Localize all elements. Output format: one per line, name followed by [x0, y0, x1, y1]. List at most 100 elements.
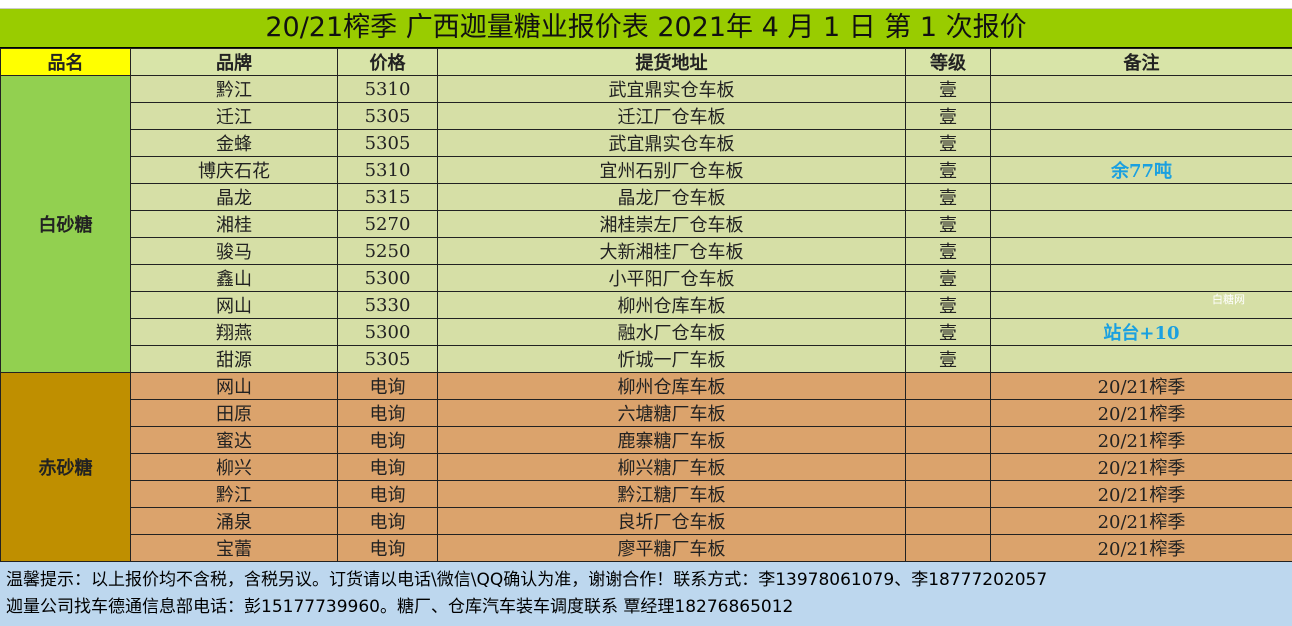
table-row: 蜜达电询鹿寨糖厂车板 20/21榨季	[1, 427, 1292, 454]
note-cell: 20/21榨季	[991, 535, 1292, 562]
grade-cell	[906, 454, 991, 481]
price-cell: 5250	[338, 238, 438, 265]
brand-cell: 柳兴	[131, 454, 338, 481]
brand-cell: 宝蕾	[131, 535, 338, 562]
location-cell: 忻城一厂车板	[438, 346, 906, 373]
header-cell: 品名	[1, 49, 131, 76]
grade-cell	[906, 373, 991, 400]
location-cell: 晶龙厂仓车板	[438, 184, 906, 211]
brand-cell: 迁江	[131, 103, 338, 130]
price-cell: 5315	[338, 184, 438, 211]
grade-cell: 壹	[906, 319, 991, 346]
grade-cell	[906, 508, 991, 535]
location-cell: 湘桂崇左厂仓车板	[438, 211, 906, 238]
brand-cell: 涌泉	[131, 508, 338, 535]
note-cell	[991, 103, 1292, 130]
price-cell: 5305	[338, 130, 438, 157]
note-cell: 20/21榨季	[991, 427, 1292, 454]
location-cell: 良圻厂仓车板	[438, 508, 906, 535]
grade-cell	[906, 481, 991, 508]
location-cell: 柳兴糖厂车板	[438, 454, 906, 481]
note-cell	[991, 130, 1292, 157]
note-cell	[991, 265, 1292, 292]
grade-cell: 壹	[906, 265, 991, 292]
price-cell: 电询	[338, 427, 438, 454]
brand-cell: 博庆石花	[131, 157, 338, 184]
footer-notice: 温馨提示：以上报价均不含税，含税另议。订货请以电话\微信\QQ确认为准，谢谢合作…	[0, 562, 1292, 626]
location-cell: 武宜鼎实仓车板	[438, 130, 906, 157]
location-cell: 武宜鼎实仓车板	[438, 76, 906, 103]
brand-cell: 蜜达	[131, 427, 338, 454]
price-cell: 5305	[338, 103, 438, 130]
note-cell: 20/21榨季	[991, 454, 1292, 481]
price-cell: 电询	[338, 400, 438, 427]
price-cell: 5305	[338, 346, 438, 373]
note-cell: 20/21榨季	[991, 481, 1292, 508]
category-cell: 赤砂糖	[1, 373, 131, 562]
location-cell: 六塘糖厂车板	[438, 400, 906, 427]
footer-line: 温馨提示：以上报价均不含税，含税另议。订货请以电话\微信\QQ确认为准，谢谢合作…	[6, 567, 1292, 594]
grade-cell	[906, 427, 991, 454]
note-cell: 余77吨	[991, 157, 1292, 184]
brand-cell: 黔江	[131, 481, 338, 508]
grade-cell: 壹	[906, 346, 991, 373]
note-cell	[991, 184, 1292, 211]
note-cell	[991, 238, 1292, 265]
brand-cell: 甜源	[131, 346, 338, 373]
location-cell: 鹿寨糖厂车板	[438, 427, 906, 454]
brand-cell: 网山	[131, 373, 338, 400]
price-cell: 电询	[338, 508, 438, 535]
location-cell: 迁江厂仓车板	[438, 103, 906, 130]
price-cell: 5300	[338, 265, 438, 292]
location-cell: 大新湘桂厂仓车板	[438, 238, 906, 265]
note-cell	[991, 292, 1292, 319]
grade-cell: 壹	[906, 292, 991, 319]
price-cell: 5310	[338, 76, 438, 103]
brand-cell: 黔江	[131, 76, 338, 103]
brand-cell: 晶龙	[131, 184, 338, 211]
price-cell: 5270	[338, 211, 438, 238]
brand-cell: 田原	[131, 400, 338, 427]
price-cell: 电询	[338, 373, 438, 400]
brand-cell: 网山	[131, 292, 338, 319]
price-cell: 5300	[338, 319, 438, 346]
category-cell: 白砂糖	[1, 76, 131, 373]
note-cell: 20/21榨季	[991, 373, 1292, 400]
header-cell: 品牌	[131, 49, 338, 76]
price-cell: 电询	[338, 454, 438, 481]
location-cell: 宜州石别厂仓车板	[438, 157, 906, 184]
price-cell: 电询	[338, 481, 438, 508]
table-row: 涌泉电询良圻厂仓车板 20/21榨季	[1, 508, 1292, 535]
note-cell	[991, 76, 1292, 103]
header-cell: 提货地址	[438, 49, 906, 76]
note-cell	[991, 211, 1292, 238]
table-row: 柳兴电询柳兴糖厂车板 20/21榨季	[1, 454, 1292, 481]
grade-cell: 壹	[906, 184, 991, 211]
header-cell: 等级	[906, 49, 991, 76]
grade-cell: 壹	[906, 238, 991, 265]
note-cell: 20/21榨季	[991, 508, 1292, 535]
grade-cell: 壹	[906, 157, 991, 184]
header-cell: 价格	[338, 49, 438, 76]
watermark: 白糖网	[1212, 291, 1245, 307]
location-cell: 柳州仓库车板	[438, 292, 906, 319]
note-cell	[991, 346, 1292, 373]
table-row: 田原电询六塘糖厂车板 20/21榨季	[1, 400, 1292, 427]
price-cell: 电询	[338, 535, 438, 562]
note-cell: 20/21榨季	[991, 400, 1292, 427]
footer-line: 迦量公司找车德通信息部电话：彭15177739960。糖厂、仓库汽车装车调度联系…	[6, 594, 1292, 621]
